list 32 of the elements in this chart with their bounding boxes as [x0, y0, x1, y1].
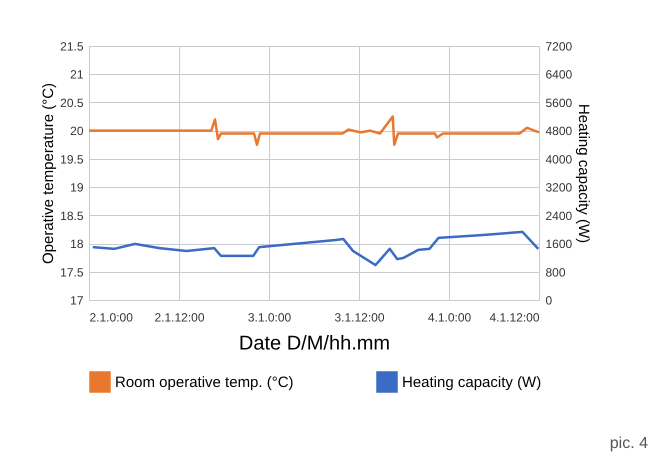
y2-tick-label: 4800 [546, 124, 573, 138]
y-axis-title: Operative temperature (°C) [40, 82, 58, 264]
x-tick-label: 3.1.0:00 [248, 310, 292, 324]
y-tick-label: 18.5 [60, 208, 84, 223]
y2-tick-label: 0 [546, 294, 552, 308]
y2-tick-label: 7200 [546, 40, 573, 54]
x-tick-label: 3.1.12:00 [334, 310, 385, 324]
y2-tick-label: 5600 [546, 96, 573, 110]
x-tick-label: 4.1.0:00 [428, 310, 472, 324]
y-tick-label: 17 [70, 294, 84, 308]
y2-tick-label: 3200 [546, 180, 573, 195]
y-tick-label: 18 [70, 237, 84, 252]
y2-tick-label: 1600 [546, 237, 573, 252]
x-tick-label: 2.1.12:00 [154, 310, 205, 324]
y2-axis-title: Heating capacity (W) [575, 104, 592, 244]
y2-tick-label: 6400 [546, 68, 573, 82]
y-tick-label: 19.5 [60, 152, 84, 166]
y2-tick-label: 2400 [546, 208, 573, 223]
legend-label: Room operative temp. (°C) [115, 374, 294, 391]
text: pic. 4 [610, 435, 648, 453]
y-tick-label: 20 [70, 124, 84, 138]
x-tick-label: 4.1.12:00 [489, 310, 540, 324]
y-tick-label: 17.5 [60, 265, 84, 280]
legend-label: Heating capacity (W) [402, 374, 542, 391]
y-tick-label: 19 [70, 180, 84, 195]
y-tick-label: 21 [70, 68, 84, 82]
y-tick-label: 20.5 [60, 96, 84, 110]
x-axis-title: Date D/M/hh.mm [238, 332, 390, 354]
y-tick-label: 21.5 [60, 40, 84, 54]
y2-tick-label: 4000 [546, 152, 573, 166]
x-tick-label: 2.1.0:00 [90, 310, 134, 324]
y2-tick-label: 800 [546, 265, 566, 280]
